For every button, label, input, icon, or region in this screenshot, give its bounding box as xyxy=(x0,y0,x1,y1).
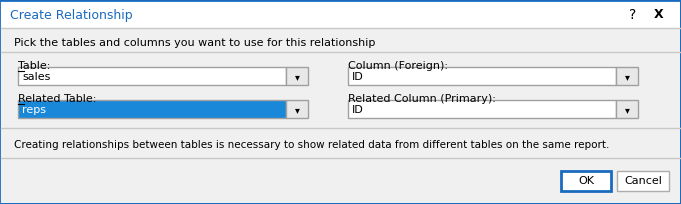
Text: reps: reps xyxy=(22,104,46,114)
Text: Related Table:: Related Table: xyxy=(18,94,97,103)
Bar xyxy=(616,68,638,86)
Bar xyxy=(617,171,669,191)
Text: Creating relationships between tables is necessary to show related data from dif: Creating relationships between tables is… xyxy=(14,139,609,149)
Text: Create Relationship: Create Relationship xyxy=(10,8,133,21)
Bar xyxy=(1,1,680,29)
Bar xyxy=(561,171,611,191)
Text: Pick the tables and columns you want to use for this relationship: Pick the tables and columns you want to … xyxy=(14,38,375,48)
Text: ID: ID xyxy=(352,104,364,114)
Text: Column (Foreign):: Column (Foreign): xyxy=(348,61,448,71)
Bar xyxy=(18,68,286,86)
Bar xyxy=(286,101,308,118)
Bar xyxy=(348,101,616,118)
Text: Cancel: Cancel xyxy=(624,176,662,186)
Bar xyxy=(348,68,616,86)
Bar xyxy=(1,29,680,203)
Text: X: X xyxy=(654,8,664,21)
Text: ▾: ▾ xyxy=(624,104,629,114)
Text: Related Column (Primary):: Related Column (Primary): xyxy=(348,94,496,103)
Text: ?: ? xyxy=(629,8,637,22)
Text: ▾: ▾ xyxy=(295,104,300,114)
Bar xyxy=(616,101,638,118)
Text: ID: ID xyxy=(352,72,364,82)
Text: ▾: ▾ xyxy=(624,72,629,82)
Bar xyxy=(286,68,308,86)
Text: Table:: Table: xyxy=(18,61,50,71)
Text: OK: OK xyxy=(578,176,594,186)
Bar xyxy=(18,101,286,118)
Text: sales: sales xyxy=(22,72,50,82)
Text: ▾: ▾ xyxy=(295,72,300,82)
